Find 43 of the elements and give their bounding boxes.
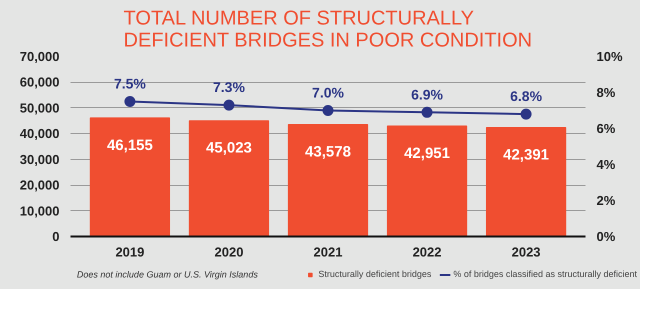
bar [288,124,368,236]
point [422,106,433,118]
bar [188,120,270,236]
point [520,108,532,120]
text: Does not include Guam or U.S. Virgin Islands [76,270,258,280]
legend-label: % of bridges classified as structurally deficient [453,269,637,279]
data-label: 6.9% [411,86,444,102]
point [223,100,234,111]
legend-label: Structurally deficient bridges [318,269,432,279]
y-tick-label: 10,000 [20,203,60,218]
y2-tick-label: 6% [596,121,616,136]
y-tick-label: 0 [52,229,60,244]
point [322,105,334,116]
y-tick-label: 60,000 [20,74,60,90]
y-tick-label: 30,000 [20,152,60,167]
y-tick-label: 50,000 [20,100,60,116]
y2-tick-label: 2% [596,193,616,208]
data-label: 7.0% [312,84,345,100]
y2-tick-label: 8% [596,85,616,100]
y2-tick-label: 0% [596,229,616,244]
data-label: 42,951 [404,145,450,162]
x-tick-label: 2023 [512,244,541,260]
chart-title: TOTAL NUMBER OF STRUCTURALLY DEFICIENT BRIDGES IN POOR CONDITION [124,8,532,52]
data-label: 42,391 [503,146,550,164]
data-label: 7.3% [213,79,246,96]
y-tick-label: 70,000 [20,49,60,64]
x-tick-label: 2019 [115,244,144,260]
data-label: 7.5% [114,76,146,92]
data-label: 46,155 [106,136,153,154]
x-tick-label: 2022 [412,244,442,260]
y2-tick-label: 10% [596,49,623,64]
y-tick-label: 40,000 [20,126,60,142]
point [124,96,136,107]
data-label: 6.8% [510,88,543,104]
bar [90,117,170,236]
y2-tick-label: 4% [596,157,616,172]
bar [486,126,566,236]
x-tick-label: 2020 [214,244,244,260]
y-tick-label: 20,000 [20,178,60,193]
x-tick-label: 2021 [314,244,342,260]
data-label: 43,578 [305,143,351,160]
data-label: 45,023 [206,140,252,157]
bar [386,126,468,236]
